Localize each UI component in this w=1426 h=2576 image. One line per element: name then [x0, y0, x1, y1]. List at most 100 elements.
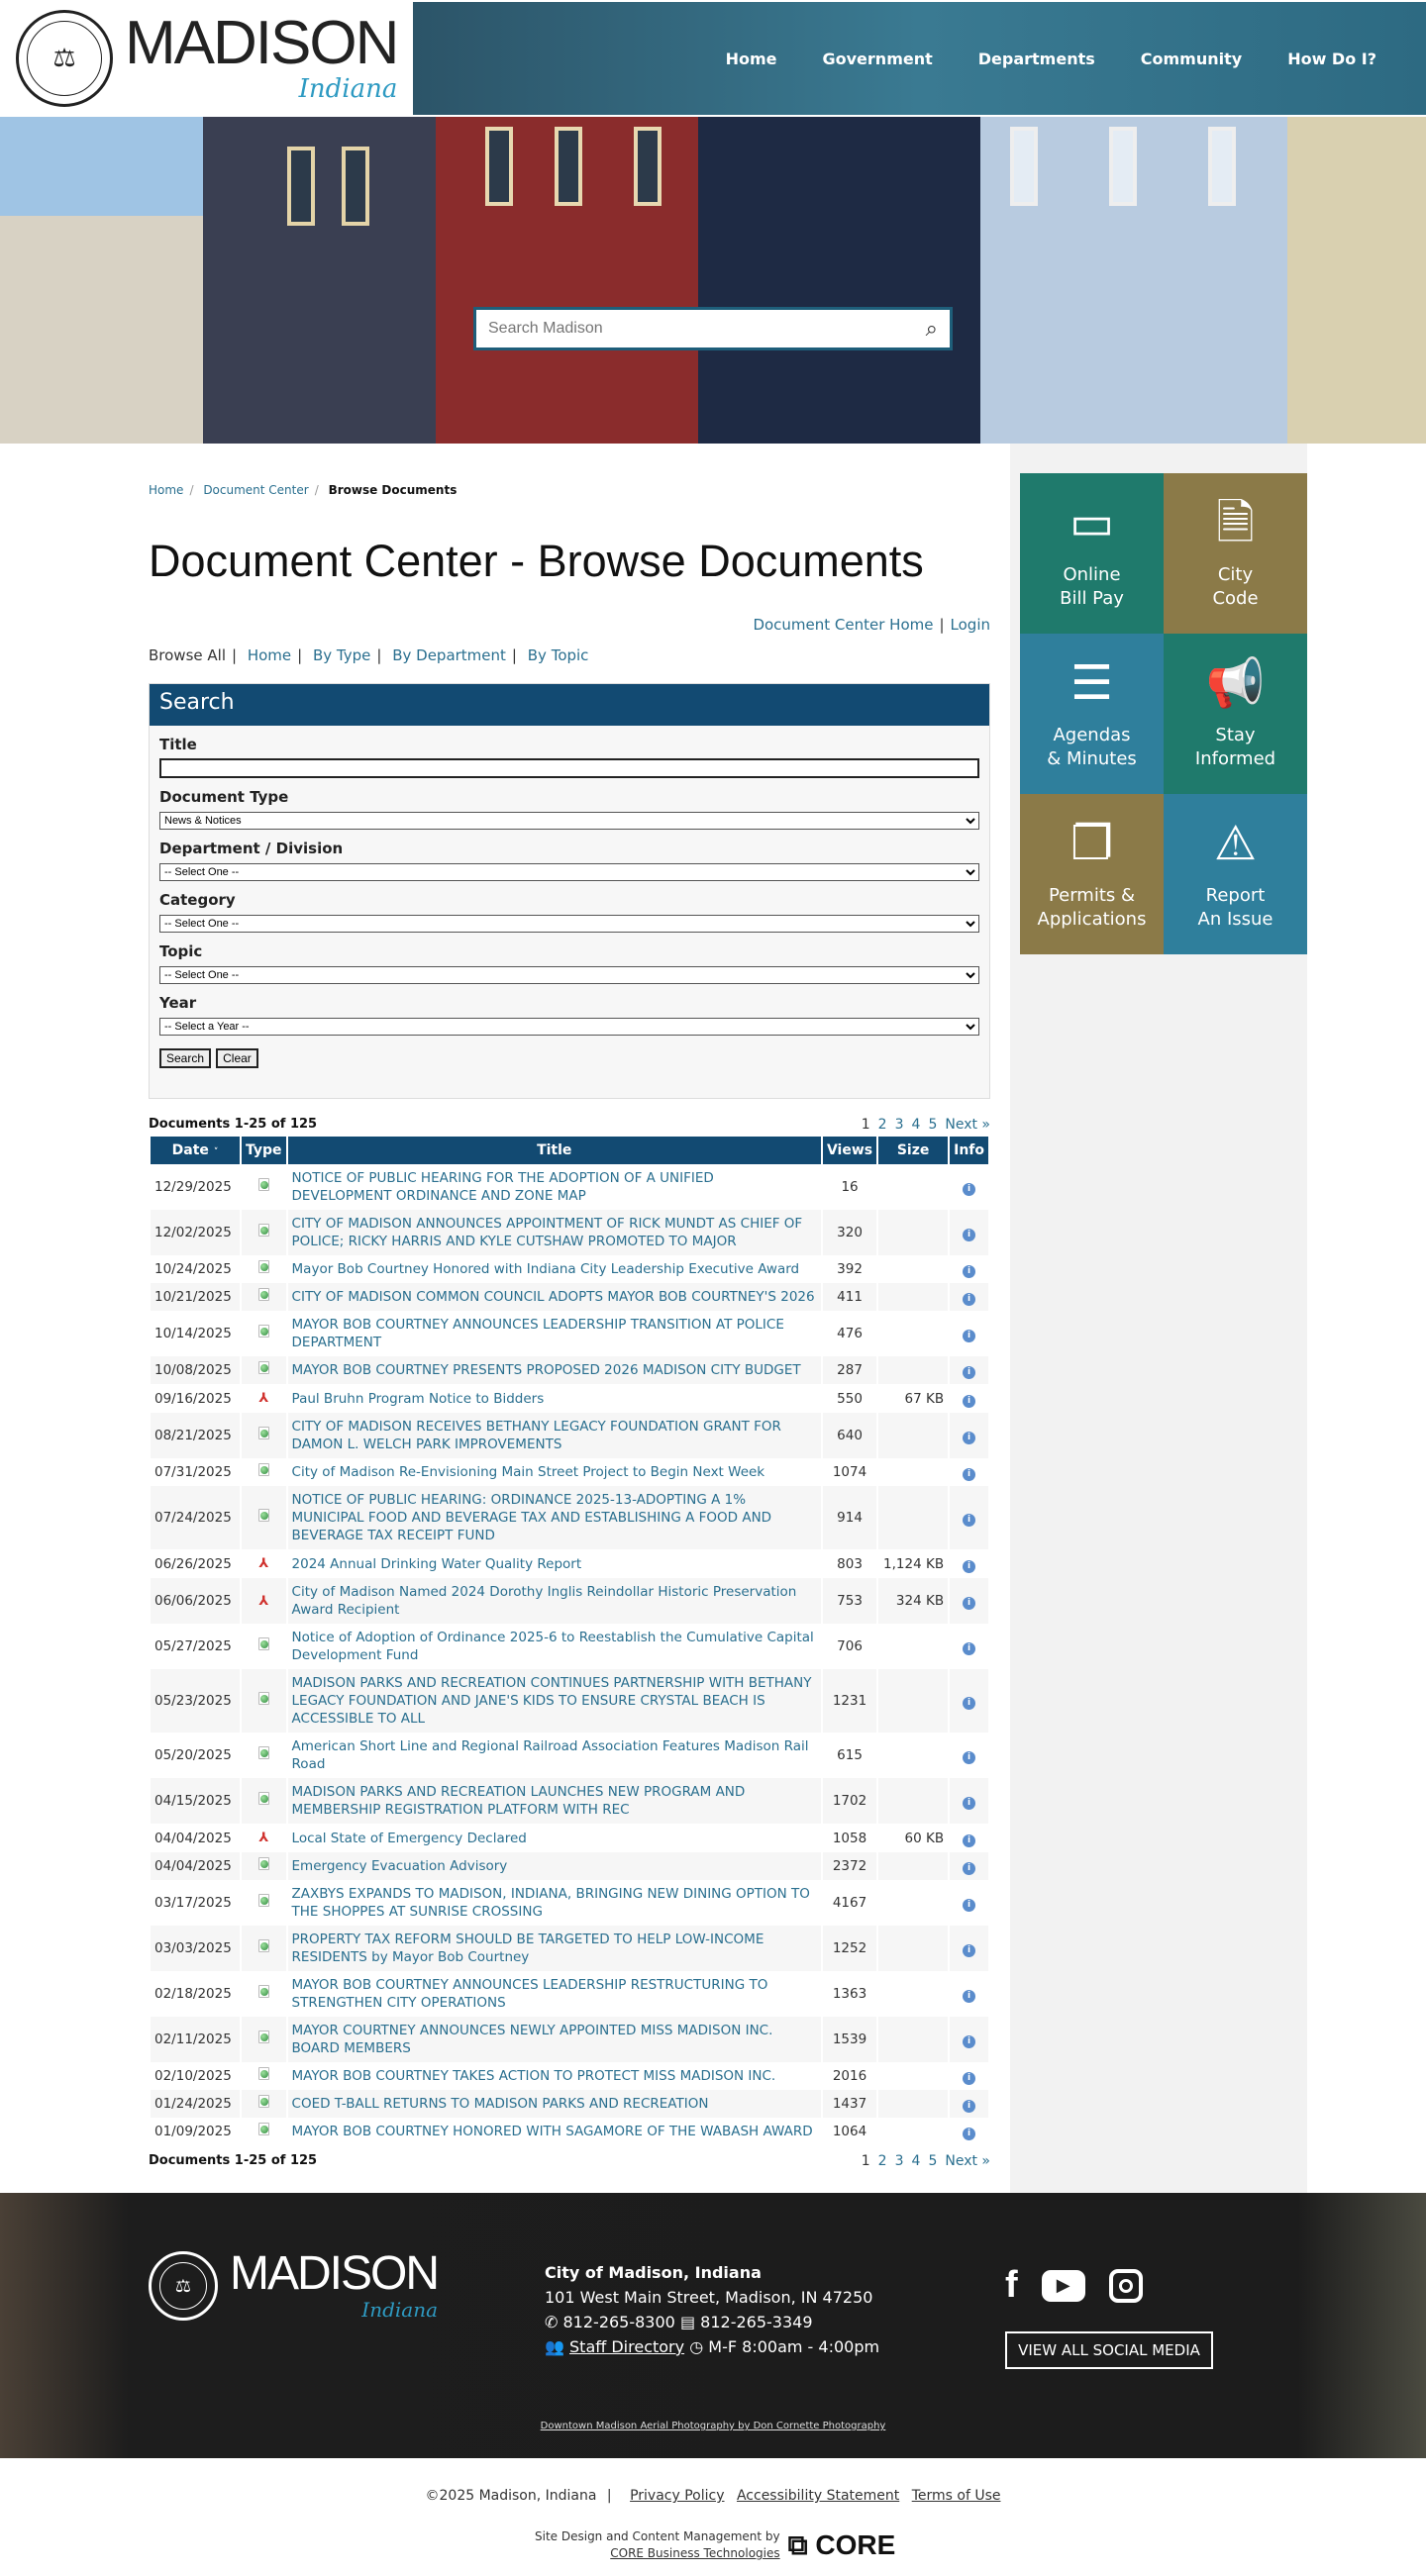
nav-departments[interactable]: Departments [977, 49, 1095, 68]
facebook-icon[interactable]: f [1005, 2264, 1018, 2306]
footer-phone[interactable]: 812-265-8300 [562, 2313, 675, 2331]
info-icon[interactable]: i [963, 1330, 976, 1342]
info-icon[interactable]: i [963, 1597, 976, 1610]
privacy-policy-link[interactable]: Privacy Policy [630, 2488, 725, 2504]
info-icon[interactable]: i [963, 1183, 976, 1196]
nav-community[interactable]: Community [1140, 49, 1243, 68]
row-title-link[interactable]: MADISON PARKS AND RECREATION LAUNCHES NE… [291, 1784, 746, 1818]
page-2[interactable]: 2 [877, 2153, 887, 2169]
tile-stay-informed[interactable]: 📢 Stay Informed [1164, 634, 1307, 794]
footer-logo[interactable]: ⚖ MADISON Indiana [149, 2250, 440, 2322]
site-search-input[interactable] [488, 320, 926, 338]
row-title-link[interactable]: City of Madison Re-Envisioning Main Stre… [291, 1464, 765, 1480]
row-title-link[interactable]: COED T-BALL RETURNS TO MADISON PARKS AND… [291, 2096, 709, 2112]
col-views[interactable]: Views [822, 1137, 877, 1164]
info-icon[interactable]: i [963, 2072, 976, 2085]
browse-home-link[interactable]: Home [247, 646, 292, 664]
col-size[interactable]: Size [878, 1137, 949, 1164]
page-3[interactable]: 3 [894, 2153, 904, 2169]
info-icon[interactable]: i [963, 1394, 976, 1408]
info-icon[interactable]: i [963, 1899, 976, 1912]
tile-online-bill-pay[interactable]: ▭ Online Bill Pay [1020, 473, 1164, 634]
nav-home[interactable]: Home [725, 49, 777, 68]
row-title-link[interactable]: CITY OF MADISON ANNOUNCES APPOINTMENT OF… [291, 1216, 803, 1249]
row-title-link[interactable]: NOTICE OF PUBLIC HEARING: ORDINANCE 2025… [291, 1492, 772, 1543]
nav-how-do-i[interactable]: How Do I? [1287, 49, 1376, 68]
row-title-link[interactable]: CITY OF MADISON RECEIVES BETHANY LEGACY … [291, 1419, 781, 1452]
page-1[interactable]: 1 [861, 2153, 870, 2169]
info-icon[interactable]: i [963, 1697, 976, 1710]
instagram-icon[interactable] [1108, 2268, 1143, 2303]
row-title-link[interactable]: MADISON PARKS AND RECREATION CONTINUES P… [291, 1675, 812, 1727]
row-title-link[interactable]: MAYOR BOB COURTNEY TAKES ACTION TO PROTE… [291, 2068, 776, 2084]
page-4[interactable]: 4 [911, 2153, 921, 2169]
staff-directory-link[interactable]: Staff Directory [569, 2337, 685, 2356]
page-5[interactable]: 5 [928, 1117, 938, 1133]
info-icon[interactable]: i [963, 1468, 976, 1481]
info-icon[interactable]: i [963, 2035, 976, 2048]
row-title-link[interactable]: Local State of Emergency Declared [291, 1830, 527, 1846]
page-2[interactable]: 2 [877, 1117, 887, 1133]
info-icon[interactable]: i [963, 1293, 976, 1306]
row-title-link[interactable]: MAYOR BOB COURTNEY HONORED WITH SAGAMORE… [291, 2124, 813, 2139]
row-title-link[interactable]: Paul Bruhn Program Notice to Bidders [291, 1390, 545, 1407]
tile-permits-applications[interactable]: ❐ Permits & Applications [1020, 794, 1164, 954]
next-page[interactable]: Next » [945, 1117, 990, 1133]
col-type[interactable]: Type [242, 1137, 286, 1164]
tile-agendas-minutes[interactable]: ☰ Agendas & Minutes [1020, 634, 1164, 794]
row-title-link[interactable]: ZAXBYS EXPANDS TO MADISON, INDIANA, BRIN… [291, 1886, 810, 1920]
site-logo[interactable]: ⚖ MADISON Indiana [0, 0, 413, 117]
document-type-select[interactable]: News & Notices [159, 812, 979, 830]
terms-link[interactable]: Terms of Use [911, 2488, 1001, 2504]
info-icon[interactable]: i [963, 1432, 976, 1444]
info-icon[interactable]: i [963, 1833, 976, 1847]
search-icon[interactable]: ⌕ [925, 316, 938, 342]
nav-government[interactable]: Government [822, 49, 933, 68]
info-icon[interactable]: i [963, 1990, 976, 2003]
next-page[interactable]: Next » [945, 2153, 990, 2169]
youtube-icon[interactable]: ▶ [1041, 2269, 1085, 2302]
view-all-social-button[interactable]: VIEW ALL SOCIAL MEDIA [1005, 2331, 1213, 2369]
col-date[interactable]: Date ˅ [151, 1137, 240, 1164]
topic-select[interactable]: -- Select One -- [159, 966, 979, 984]
info-icon[interactable]: i [963, 1265, 976, 1278]
info-icon[interactable]: i [963, 1862, 976, 1875]
page-1[interactable]: 1 [861, 1117, 870, 1133]
info-icon[interactable]: i [963, 1642, 976, 1655]
breadcrumb-document-center[interactable]: Document Center [203, 483, 309, 497]
row-title-link[interactable]: MAYOR BOB COURTNEY ANNOUNCES LEADERSHIP … [291, 1977, 768, 2011]
row-title-link[interactable]: MAYOR BOB COURTNEY ANNOUNCES LEADERSHIP … [291, 1317, 784, 1350]
accessibility-link[interactable]: Accessibility Statement [736, 2488, 900, 2504]
tile-city-code[interactable]: 🗎 City Code [1164, 473, 1307, 634]
login-link[interactable]: Login [950, 616, 990, 634]
info-icon[interactable]: i [963, 1751, 976, 1764]
photo-credit-link[interactable]: Downtown Madison Aerial Photography by D… [540, 2421, 886, 2431]
year-select[interactable]: -- Select a Year -- [159, 1018, 979, 1036]
info-icon[interactable]: i [963, 1366, 976, 1379]
row-title-link[interactable]: Mayor Bob Courtney Honored with Indiana … [291, 1261, 800, 1277]
info-icon[interactable]: i [963, 1229, 976, 1241]
document-center-home-link[interactable]: Document Center Home [753, 616, 934, 634]
page-4[interactable]: 4 [911, 1117, 921, 1133]
row-title-link[interactable]: MAYOR BOB COURTNEY PRESENTS PROPOSED 202… [291, 1362, 801, 1378]
info-icon[interactable]: i [963, 1514, 976, 1527]
row-title-link[interactable]: American Short Line and Regional Railroa… [291, 1738, 809, 1772]
row-title-link[interactable]: City of Madison Named 2024 Dorothy Ingli… [291, 1584, 797, 1618]
breadcrumb-home[interactable]: Home [149, 483, 184, 497]
row-title-link[interactable]: NOTICE OF PUBLIC HEARING FOR THE ADOPTIO… [291, 1170, 714, 1204]
info-icon[interactable]: i [963, 1797, 976, 1810]
info-icon[interactable]: i [963, 2128, 976, 2140]
col-title[interactable]: Title [287, 1137, 821, 1164]
info-icon[interactable]: i [963, 1944, 976, 1957]
page-3[interactable]: 3 [894, 1117, 904, 1133]
page-5[interactable]: 5 [928, 2153, 938, 2169]
core-logo[interactable]: ⧉ CORE [787, 2528, 896, 2560]
row-title-link[interactable]: CITY OF MADISON COMMON COUNCIL ADOPTS MA… [291, 1289, 815, 1305]
tile-report-issue[interactable]: ⚠ Report An Issue [1164, 794, 1307, 954]
row-title-link[interactable]: 2024 Annual Drinking Water Quality Repor… [291, 1555, 582, 1572]
browse-by-topic-link[interactable]: By Topic [527, 646, 589, 664]
vendor-link[interactable]: CORE Business Technologies [610, 2546, 780, 2560]
row-title-link[interactable]: Emergency Evacuation Advisory [291, 1858, 508, 1874]
row-title-link[interactable]: Notice of Adoption of Ordinance 2025-6 t… [291, 1630, 814, 1663]
title-input[interactable] [159, 758, 979, 778]
